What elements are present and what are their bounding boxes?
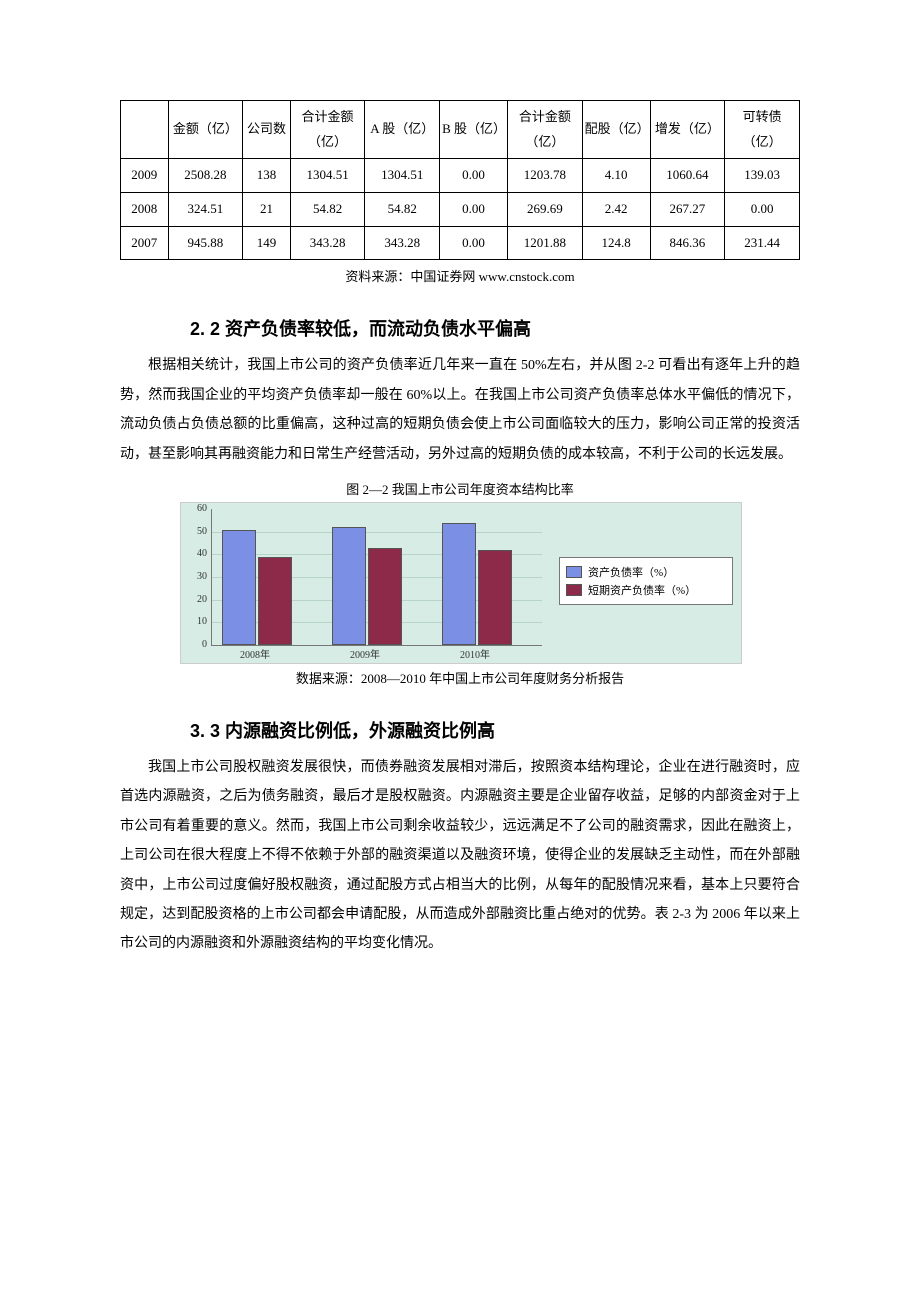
- table-cell: 2007: [121, 226, 169, 260]
- section-3-3-paragraph: 我国上市公司股权融资发展很快，而债券融资发展相对滞后，按照资本结构理论，企业在进…: [120, 753, 800, 959]
- chart-bar: [368, 548, 402, 645]
- y-axis-tick: 40: [185, 548, 207, 559]
- table-header-cell: 增发（亿）: [650, 101, 725, 159]
- table-cell: 2009: [121, 159, 169, 193]
- table-header-cell: 金额（亿）: [168, 101, 243, 159]
- table-header-row: 金额（亿）公司数合计金额（亿）A 股（亿）B 股（亿）合计金额（亿）配股（亿）增…: [121, 101, 800, 159]
- legend-swatch: [566, 584, 582, 596]
- table-header-cell: 合计金额（亿）: [507, 101, 582, 159]
- table-cell: 269.69: [507, 193, 582, 227]
- section-3-3-heading: 3. 3 内源融资比例低，外源融资比例高: [190, 717, 800, 743]
- chart-legend: 资产负债率（%） 短期资产负债率（%）: [559, 557, 733, 605]
- figure-2-2-caption: 图 2—2 我国上市公司年度资本结构比率: [120, 479, 800, 498]
- table-cell: 0.00: [440, 193, 508, 227]
- y-axis-tick: 10: [185, 616, 207, 627]
- table-cell: 0.00: [440, 159, 508, 193]
- table-header-cell: [121, 101, 169, 159]
- x-axis-tick: 2009年: [325, 646, 405, 661]
- table-cell: 149: [243, 226, 291, 260]
- table-cell: 846.36: [650, 226, 725, 260]
- legend-item: 资产负债率（%）: [566, 564, 726, 580]
- y-axis-tick: 0: [185, 639, 207, 650]
- table-cell: 1304.51: [290, 159, 365, 193]
- table-header-cell: A 股（亿）: [365, 101, 440, 159]
- x-axis-tick: 2010年: [435, 646, 515, 661]
- chart-bar: [332, 527, 366, 645]
- table-cell: 945.88: [168, 226, 243, 260]
- x-axis-tick: 2008年: [215, 646, 295, 661]
- table-header-cell: 合计金额（亿）: [290, 101, 365, 159]
- table-source-note: 资料来源：中国证券网 www.cnstock.com: [120, 266, 800, 285]
- table-cell: 54.82: [365, 193, 440, 227]
- document-page: 金额（亿）公司数合计金额（亿）A 股（亿）B 股（亿）合计金额（亿）配股（亿）增…: [0, 0, 920, 1045]
- section-2-2-heading: 2. 2 资产负债率较低，而流动负债水平偏高: [190, 315, 800, 341]
- table-cell: 267.27: [650, 193, 725, 227]
- table-cell: 21: [243, 193, 291, 227]
- table-cell: 324.51: [168, 193, 243, 227]
- table-cell: 2508.28: [168, 159, 243, 193]
- table-cell: 343.28: [290, 226, 365, 260]
- table-cell: 2008: [121, 193, 169, 227]
- y-axis-tick: 20: [185, 594, 207, 605]
- table-header-cell: 可转债（亿）: [725, 101, 800, 159]
- y-axis-tick: 60: [185, 503, 207, 514]
- chart-bar: [478, 550, 512, 645]
- figure-2-2-chart: 资产负债率（%） 短期资产负债率（%） 0 10 20 30 40 50 60 2008年 200…: [180, 502, 740, 664]
- legend-item: 短期资产负债率（%）: [566, 582, 726, 598]
- figure-2-2-source: 数据来源：2008—2010 年中国上市公司年度财务分析报告: [120, 668, 800, 687]
- table-row: 20092508.281381304.511304.510.001203.784…: [121, 159, 800, 193]
- legend-swatch: [566, 566, 582, 578]
- table-cell: 54.82: [290, 193, 365, 227]
- y-axis-tick: 30: [185, 571, 207, 582]
- legend-label: 资产负债率（%）: [588, 564, 674, 580]
- legend-label: 短期资产负债率（%）: [588, 582, 696, 598]
- section-2-2-paragraph: 根据相关统计，我国上市公司的资产负债率近几年来一直在 50%左右，并从图 2-2…: [120, 351, 800, 469]
- table-cell: 138: [243, 159, 291, 193]
- table-cell: 1060.64: [650, 159, 725, 193]
- table-header-cell: 公司数: [243, 101, 291, 159]
- table-cell: 343.28: [365, 226, 440, 260]
- table-cell: 4.10: [582, 159, 650, 193]
- table-row: 2007945.88149343.28343.280.001201.88124.…: [121, 226, 800, 260]
- table-cell: 124.8: [582, 226, 650, 260]
- table-cell: 0.00: [440, 226, 508, 260]
- table-cell: 139.03: [725, 159, 800, 193]
- financing-table: 金额（亿）公司数合计金额（亿）A 股（亿）B 股（亿）合计金额（亿）配股（亿）增…: [120, 100, 800, 260]
- table-header-cell: 配股（亿）: [582, 101, 650, 159]
- table-header-cell: B 股（亿）: [440, 101, 508, 159]
- chart-bar: [222, 530, 256, 645]
- table-row: 2008324.512154.8254.820.00269.692.42267.…: [121, 193, 800, 227]
- table-cell: 231.44: [725, 226, 800, 260]
- table-cell: 1203.78: [507, 159, 582, 193]
- y-axis-tick: 50: [185, 526, 207, 537]
- table-cell: 1201.88: [507, 226, 582, 260]
- table-cell: 0.00: [725, 193, 800, 227]
- chart-bar: [258, 557, 292, 645]
- table-cell: 1304.51: [365, 159, 440, 193]
- chart-bar: [442, 523, 476, 645]
- table-cell: 2.42: [582, 193, 650, 227]
